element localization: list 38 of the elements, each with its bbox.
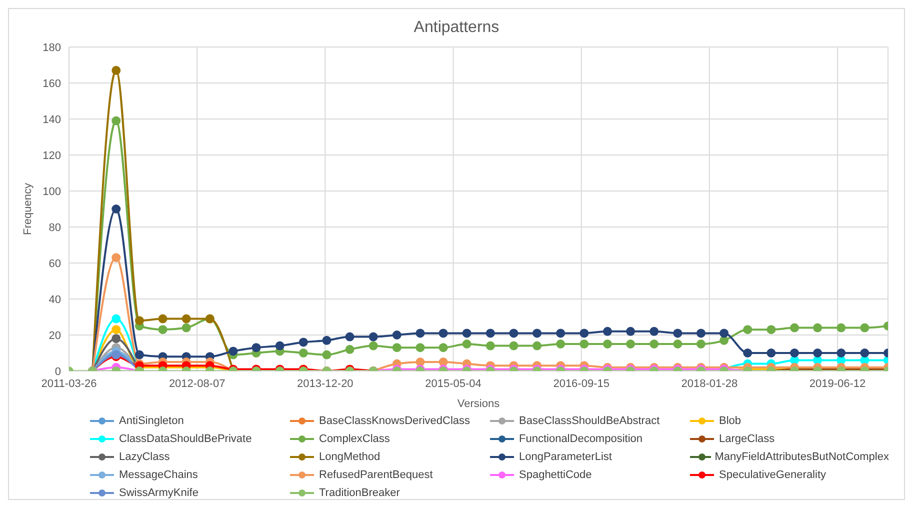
y-tick-label: 20 [48, 330, 61, 342]
legend-label: TraditionBreaker [319, 487, 400, 499]
y-tick-label: 0 [54, 366, 61, 378]
y-tick-label: 160 [42, 78, 61, 90]
legend-label: SpeculativeGenerality [719, 469, 826, 481]
x-tick-label: 2015-05-04 [425, 378, 482, 390]
legend-label: ClassDataShouldBePrivate [119, 433, 252, 445]
y-tick-label: 120 [42, 150, 61, 162]
y-tick-label: 40 [48, 294, 61, 306]
x-tick-label: 2018-01-28 [681, 378, 738, 390]
x-tick-label: 2019-06-12 [809, 378, 866, 390]
legend-label: RefusedParentBequest [319, 469, 433, 481]
legend-label: ManyFieldAttributesButNotComplex [714, 451, 889, 463]
y-tick-label: 180 [42, 42, 61, 54]
legend-label: ComplexClass [319, 433, 390, 445]
y-tick-label: 60 [48, 258, 61, 270]
legend-label: Blob [719, 415, 742, 427]
y-tick-label: 80 [48, 222, 61, 234]
x-axis-title: Versions [457, 398, 500, 410]
y-tick-label: 100 [42, 186, 61, 198]
y-axis-title: Frequency [22, 182, 34, 235]
legend-label: LazyClass [119, 451, 170, 463]
x-tick-label: 2012-08-07 [168, 378, 226, 390]
legend-label: LongParameterList [519, 451, 612, 463]
legend-label: BaseClassKnowsDerivedClass [319, 415, 470, 427]
legend-label: LargeClass [719, 433, 775, 445]
legend-label: BaseClassShouldBeAbstract [519, 415, 660, 427]
y-tick-label: 140 [42, 114, 61, 126]
x-tick-label: 2011-03-26 [41, 378, 97, 390]
chart-title: Antipatterns [412, 18, 500, 37]
legend-label: SpaghettiCode [519, 469, 592, 481]
x-tick-label: 2016-09-15 [553, 378, 610, 390]
legend-label: AntiSingleton [119, 415, 184, 427]
legend-label: FunctionalDecomposition [519, 433, 643, 445]
legend-label: LongMethod [319, 451, 380, 463]
legend-label: SwissArmyKnife [119, 487, 198, 499]
x-tick-label: 2013-12-20 [297, 378, 354, 390]
legend-label: MessageChains [119, 469, 198, 481]
